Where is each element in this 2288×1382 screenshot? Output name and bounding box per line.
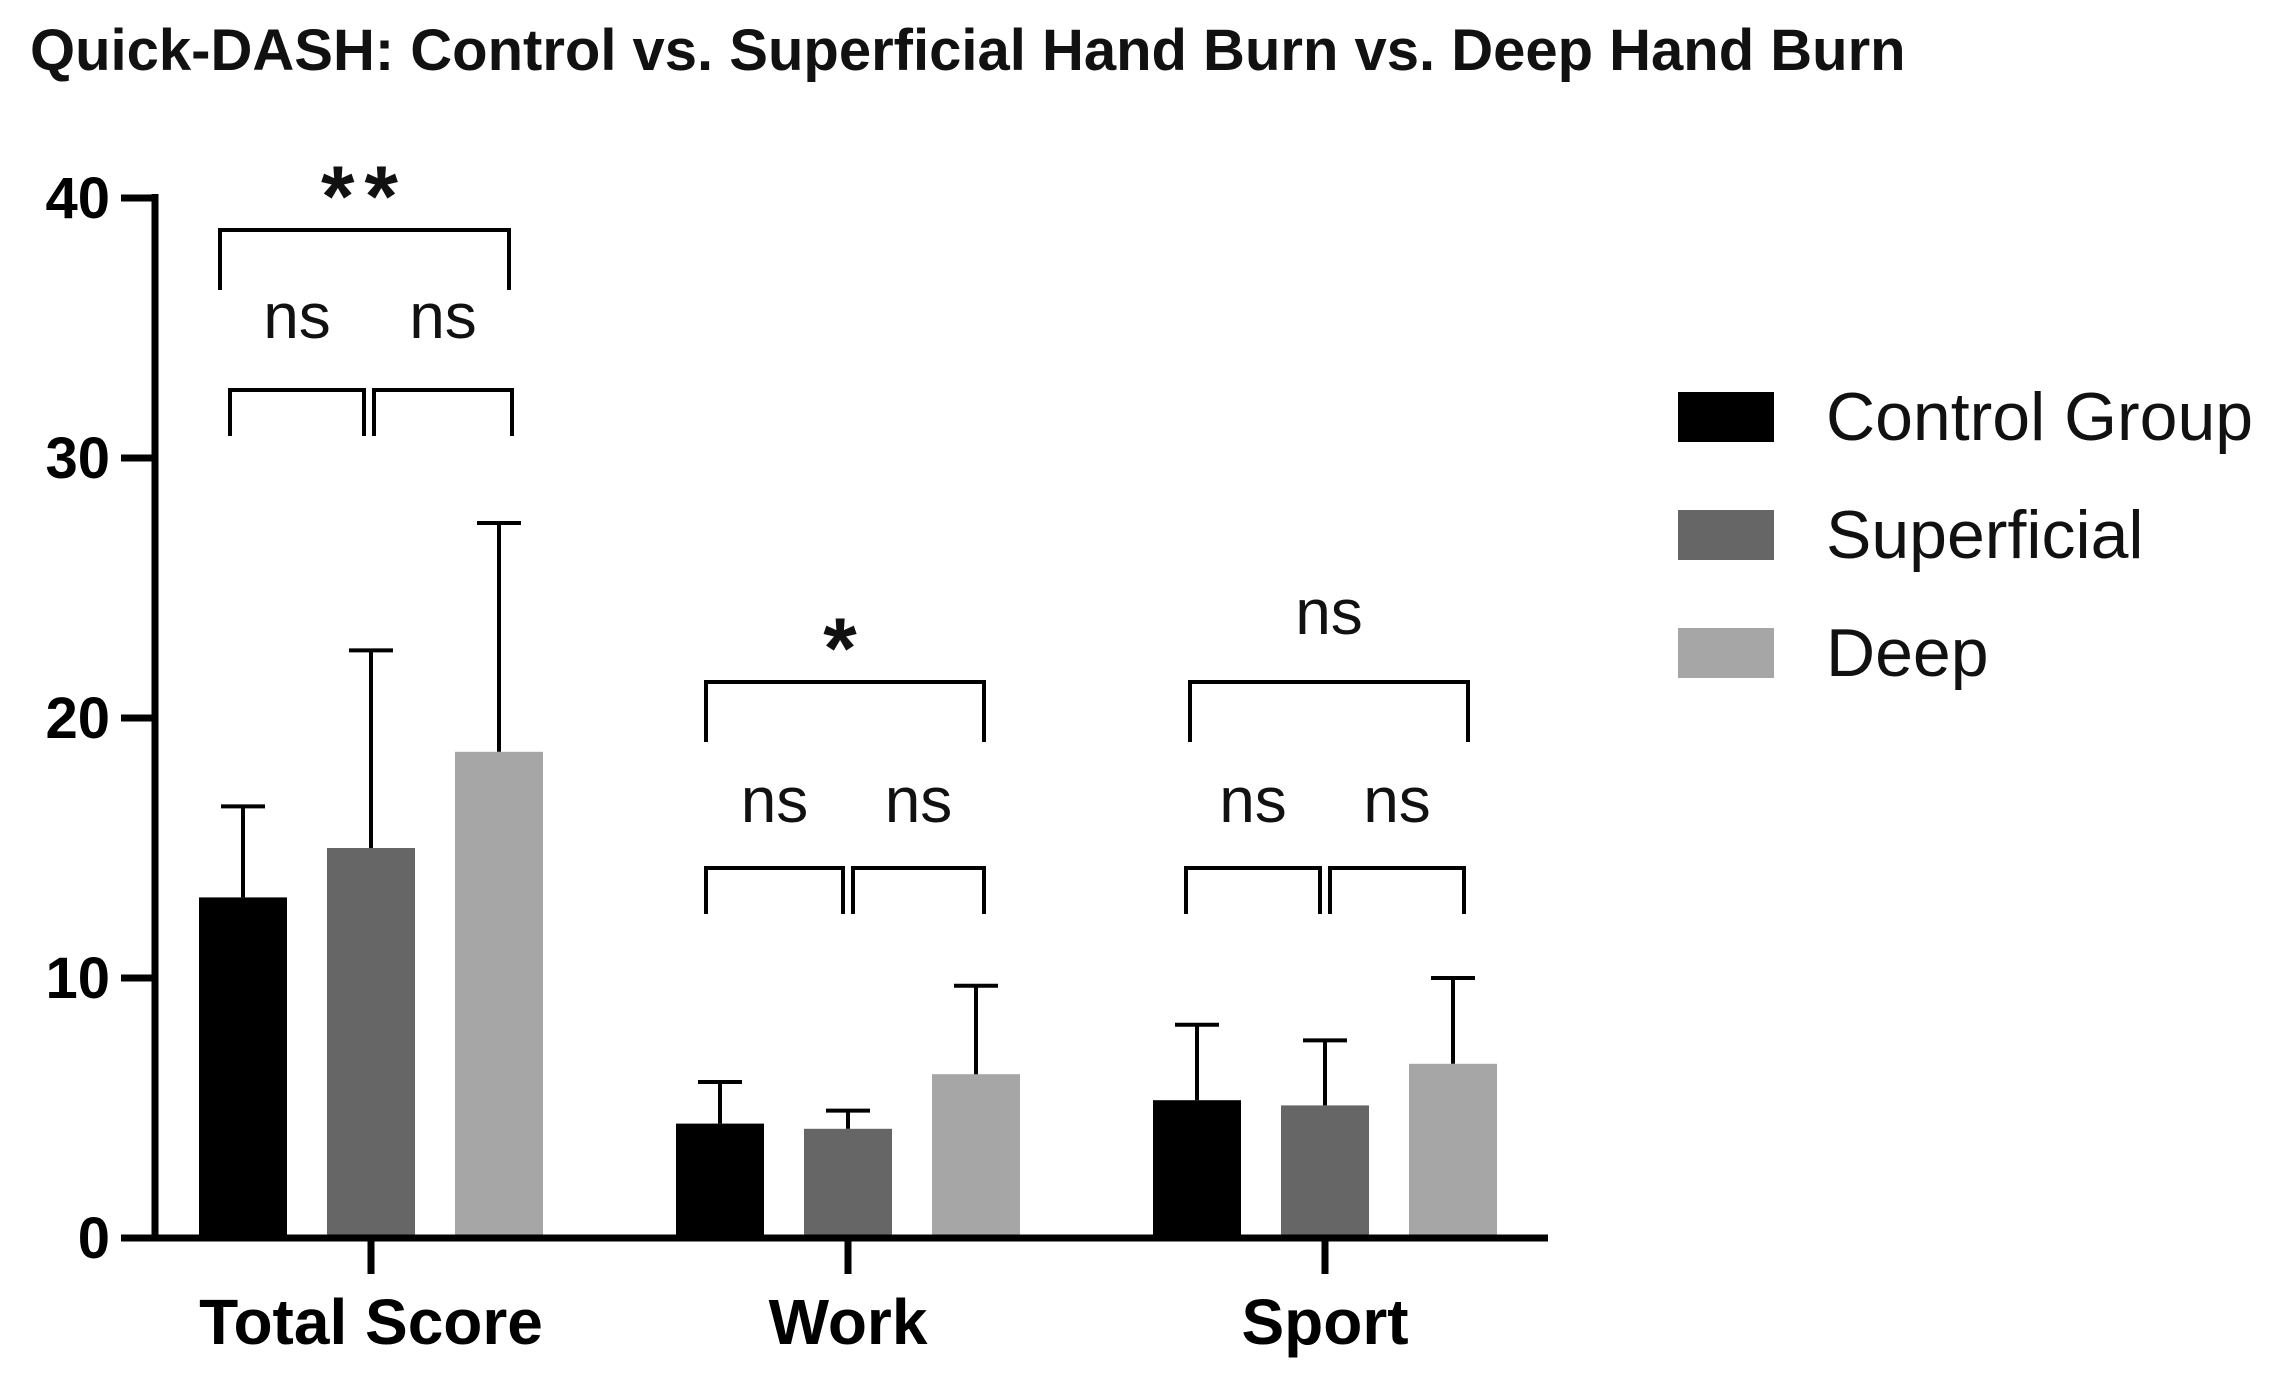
pairwise-bracket-total-score-2 xyxy=(372,388,514,436)
error-bar-deep-sport xyxy=(1431,976,1475,1064)
legend-swatch-deep xyxy=(1678,628,1774,678)
bar-deep-sport xyxy=(1409,1063,1497,1238)
error-bar-superficial-total-score xyxy=(349,648,393,848)
overall-significance-label-sport: ns xyxy=(1295,576,1363,648)
x-tick-label-total-score: Total Score xyxy=(199,1286,543,1358)
error-bar-superficial-work xyxy=(826,1108,870,1129)
legend-item-control-group: Control Group xyxy=(1678,379,2253,455)
significance-total-score: **ns ns xyxy=(218,149,514,436)
pairwise-significance-label-work-1: ns xyxy=(741,764,809,836)
error-bar-control-group-sport xyxy=(1175,1022,1219,1101)
chart-title: Quick-DASH: Control vs. Superficial Hand… xyxy=(30,18,1906,83)
legend-label-control-group: Control Group xyxy=(1826,379,2253,455)
legend-swatch-superficial xyxy=(1678,510,1774,560)
error-bar-control-group-total-score xyxy=(221,804,265,898)
bar-control-group-sport xyxy=(1153,1100,1241,1238)
overall-significance-label-work: * xyxy=(823,601,866,697)
pairwise-bracket-sport-1 xyxy=(1184,866,1322,914)
bar-deep-total-score xyxy=(455,751,543,1238)
pairwise-significance-label-work-2: ns xyxy=(885,764,953,836)
bar-deep-work xyxy=(932,1074,1020,1238)
legend-label-superficial: Superficial xyxy=(1826,497,2144,573)
significance-sport: ns ns ns xyxy=(1184,576,1470,914)
bar-superficial-work xyxy=(804,1128,892,1238)
bar-control-group-total-score xyxy=(199,897,287,1238)
pairwise-significance-label-total-score-2: ns xyxy=(409,280,477,352)
significance-work: *ns ns xyxy=(704,601,986,914)
pairwise-bracket-work-1 xyxy=(704,866,845,914)
legend-swatch-control-group xyxy=(1678,392,1774,442)
x-tick-label-work: Work xyxy=(769,1286,928,1358)
pairwise-bracket-work-2 xyxy=(851,866,986,914)
bar-control-group-work xyxy=(676,1123,764,1238)
legend-item-deep: Deep xyxy=(1678,615,1989,691)
x-tick-label-sport: Sport xyxy=(1241,1286,1408,1358)
pairwise-bracket-total-score-1 xyxy=(228,388,366,436)
legend-item-superficial: Superficial xyxy=(1678,497,2144,573)
error-bar-deep-work xyxy=(954,983,998,1075)
overall-bracket-total-score xyxy=(218,228,511,290)
y-tick-label-30: 30 xyxy=(45,426,110,491)
overall-bracket-sport xyxy=(1188,680,1470,742)
pairwise-significance-label-sport-1: ns xyxy=(1219,764,1287,836)
error-bar-control-group-work xyxy=(698,1080,742,1124)
pairwise-significance-label-sport-2: ns xyxy=(1363,764,1431,836)
error-bar-deep-total-score xyxy=(477,521,521,752)
overall-significance-label-total-score: ** xyxy=(321,149,408,245)
pairwise-significance-label-total-score-1: ns xyxy=(263,280,331,352)
y-tick-label-40: 40 xyxy=(45,166,110,231)
error-bar-superficial-sport xyxy=(1303,1038,1347,1106)
y-tick-label-20: 20 xyxy=(45,686,110,751)
legend-label-deep: Deep xyxy=(1826,615,1989,691)
bar-superficial-sport xyxy=(1281,1105,1369,1238)
bar-superficial-total-score xyxy=(327,848,415,1238)
y-tick-label-0: 0 xyxy=(78,1206,110,1271)
y-tick-label-10: 10 xyxy=(45,946,110,1011)
pairwise-bracket-sport-2 xyxy=(1328,866,1466,914)
overall-bracket-work xyxy=(704,680,986,742)
